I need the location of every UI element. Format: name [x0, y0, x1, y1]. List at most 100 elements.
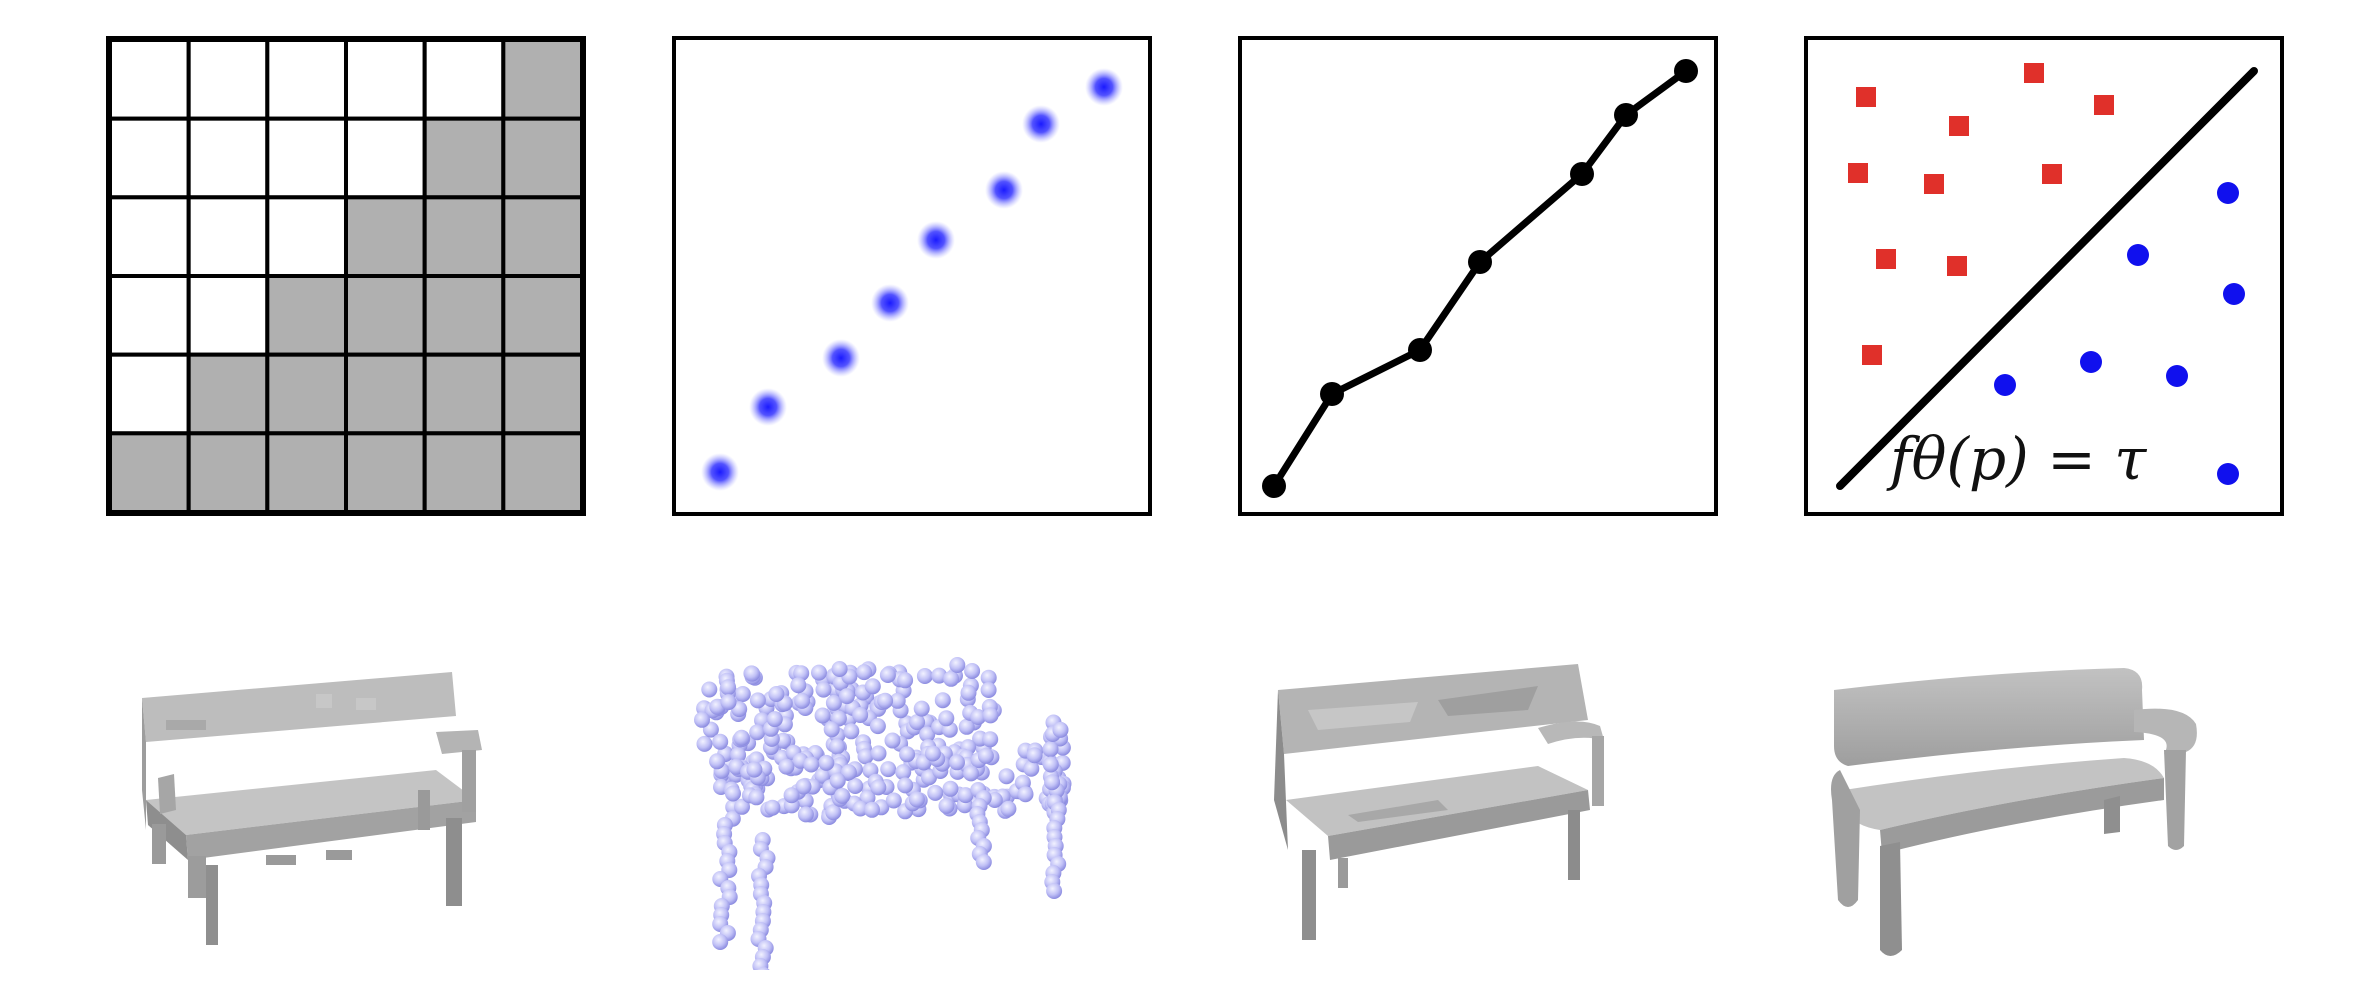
sphere	[949, 657, 966, 673]
sphere	[712, 733, 729, 750]
mesh-vertex	[1614, 103, 1638, 127]
voxel-empty	[186, 40, 270, 121]
inside-sample-square	[2024, 63, 2044, 83]
sphere	[998, 768, 1015, 785]
inside-sample-square	[1876, 249, 1896, 269]
sphere	[919, 726, 936, 743]
sphere	[864, 801, 880, 818]
mesh-vertex	[1320, 382, 1344, 406]
inside-sample-square	[1856, 87, 1876, 107]
sphere	[957, 787, 974, 804]
sphere	[980, 682, 997, 698]
implicit-bench	[1804, 650, 2284, 970]
voxel-grid-panel	[106, 36, 586, 516]
sphere	[749, 692, 766, 709]
sphere	[879, 667, 896, 683]
sphere	[815, 681, 832, 698]
decision-boundary-line	[1836, 67, 2258, 490]
sphere	[934, 692, 951, 709]
sphere	[908, 791, 925, 808]
sphere	[734, 686, 751, 702]
voxel-empty	[422, 40, 506, 121]
implicit-equation: fθ(p) = τ	[1890, 425, 2147, 493]
sphere	[1052, 721, 1069, 738]
sphere	[1046, 883, 1063, 899]
voxel-filled	[501, 352, 582, 436]
sphere	[778, 758, 795, 775]
mesh-bench	[1238, 650, 1718, 970]
voxel-filled	[422, 274, 506, 357]
sphere	[720, 694, 737, 711]
sphere	[825, 804, 842, 821]
inside-sample-square	[2042, 164, 2062, 184]
sphere	[749, 724, 766, 741]
sphere	[885, 792, 902, 809]
voxel-filled	[501, 431, 582, 512]
sphere	[899, 746, 916, 763]
sphere	[831, 661, 848, 677]
sphere	[1000, 800, 1017, 817]
sphere	[709, 753, 726, 770]
sphere	[757, 967, 770, 970]
point-cloud-point	[822, 339, 860, 377]
mesh-edge	[1271, 68, 1689, 488]
inside-sample-square	[1848, 163, 1868, 183]
voxel-filled	[501, 116, 582, 200]
voxel-filled	[186, 431, 270, 512]
sphere	[1042, 741, 1059, 758]
inside-sample-square	[1949, 116, 1969, 136]
sphere	[963, 765, 979, 782]
mesh-panel	[1238, 36, 1718, 516]
voxel-filled	[265, 274, 348, 357]
sphere	[982, 707, 999, 724]
voxel-grid	[110, 40, 582, 512]
sphere	[1017, 786, 1034, 803]
sphere	[811, 664, 827, 681]
sphere	[720, 679, 737, 696]
voxel-filled	[422, 195, 506, 278]
sphere	[895, 764, 912, 781]
sphere	[942, 780, 959, 797]
sphere	[790, 677, 807, 694]
sphere	[909, 714, 926, 731]
voxel-empty	[110, 40, 191, 121]
sphere	[696, 735, 713, 752]
voxel-filled	[501, 274, 582, 357]
point-cloud-point	[1085, 68, 1123, 106]
point-bench	[672, 650, 1152, 970]
point-cloud	[701, 68, 1123, 491]
voxel-filled	[265, 352, 348, 436]
voxel-empty	[265, 116, 348, 200]
point-cloud-point	[871, 284, 909, 322]
sphere	[766, 711, 783, 728]
sphere	[730, 747, 747, 763]
sphere	[870, 779, 887, 796]
voxel-empty	[344, 40, 427, 121]
sphere	[958, 718, 975, 735]
voxel-empty	[110, 274, 191, 357]
outside-sample-dot	[2217, 463, 2239, 485]
sphere	[1044, 774, 1061, 791]
implicit-boundary	[1836, 63, 2258, 490]
point-cloud-point	[985, 171, 1023, 209]
sphere	[752, 958, 769, 970]
sphere	[1023, 760, 1040, 777]
mesh-vertex	[1468, 250, 1492, 274]
sphere	[768, 686, 785, 702]
outside-sample-dot	[2127, 244, 2149, 266]
outside-sample-dot	[2223, 283, 2245, 305]
voxel-empty	[265, 40, 348, 121]
sphere	[712, 934, 729, 950]
mesh-vertex	[1674, 59, 1698, 83]
sphere	[927, 784, 944, 801]
mesh-vertex	[1262, 474, 1286, 498]
voxel-filled	[422, 116, 506, 200]
sphere	[960, 684, 977, 701]
sphere	[701, 681, 718, 698]
sphere	[938, 710, 955, 727]
voxel-empty	[186, 195, 270, 278]
sphere	[916, 668, 933, 684]
mesh-vertex	[1408, 338, 1432, 362]
voxel-filled	[344, 352, 427, 436]
sphere	[970, 709, 987, 725]
